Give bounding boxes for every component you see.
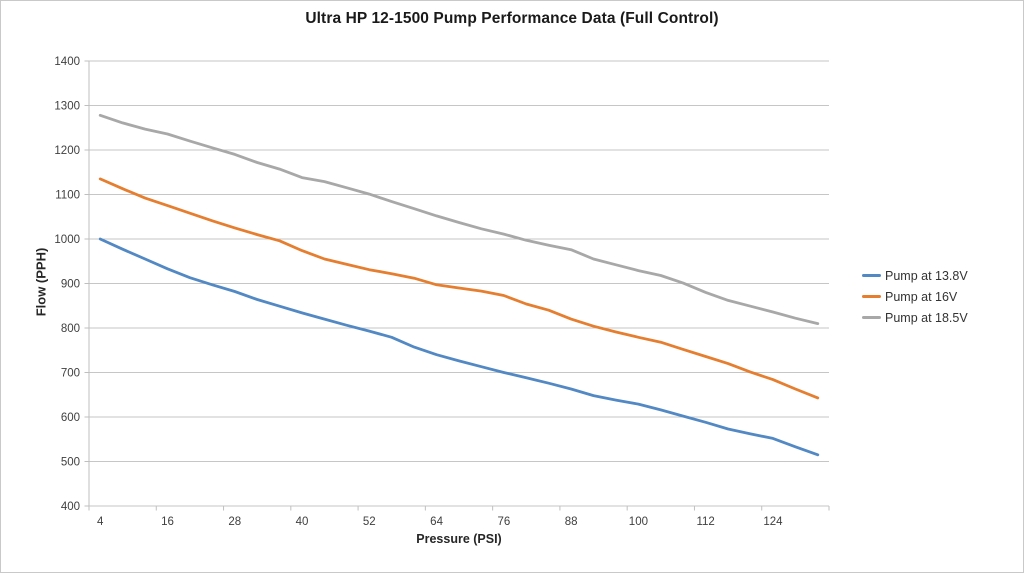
y-tick-label: 1300: [54, 101, 80, 113]
x-tick-label: 28: [228, 516, 241, 528]
y-tick-label: 1400: [54, 56, 80, 68]
legend-swatch-icon: [862, 295, 881, 298]
legend-item: Pump at 13.8V: [862, 265, 968, 286]
y-tick-label: 1000: [54, 234, 80, 246]
x-tick-label: 64: [430, 516, 443, 528]
x-tick-label: 52: [363, 516, 376, 528]
y-tick-label: 500: [61, 457, 80, 469]
x-tick-label: 16: [161, 516, 174, 528]
chart-title: Ultra HP 12-1500 Pump Performance Data (…: [305, 10, 719, 27]
x-tick-label: 40: [296, 516, 309, 528]
legend: Pump at 13.8V Pump at 16V Pump at 18.5V: [862, 265, 968, 328]
x-tick-label: 76: [497, 516, 510, 528]
series-line-0: [98, 237, 820, 457]
y-tick-label: 700: [61, 368, 80, 380]
legend-swatch-icon: [862, 274, 881, 277]
legend-item: Pump at 18.5V: [862, 307, 968, 328]
y-tick-label: 800: [61, 323, 80, 335]
x-tick-label: 112: [696, 516, 714, 528]
y-tick-label: 900: [61, 279, 80, 291]
series-line-2: [98, 113, 820, 326]
y-tick-label: 1200: [54, 145, 80, 157]
legend-swatch-icon: [862, 316, 881, 319]
legend-item: Pump at 16V: [862, 286, 968, 307]
legend-label: Pump at 18.5V: [885, 310, 968, 325]
x-tick-label: 124: [763, 516, 783, 528]
y-tick-label: 1100: [55, 190, 80, 202]
x-axis-title: Pressure (PSI): [416, 532, 502, 546]
y-tick-label: 600: [61, 412, 80, 424]
series-line-1: [98, 177, 820, 400]
x-tick-label: 100: [629, 516, 648, 528]
legend-label: Pump at 16V: [885, 289, 958, 304]
y-tick-label: 400: [61, 501, 80, 513]
x-tick-label: 88: [565, 516, 578, 528]
legend-label: Pump at 13.8V: [885, 268, 968, 283]
x-tick-label: 4: [97, 516, 104, 528]
y-axis-title: Flow (PPH): [33, 247, 49, 317]
